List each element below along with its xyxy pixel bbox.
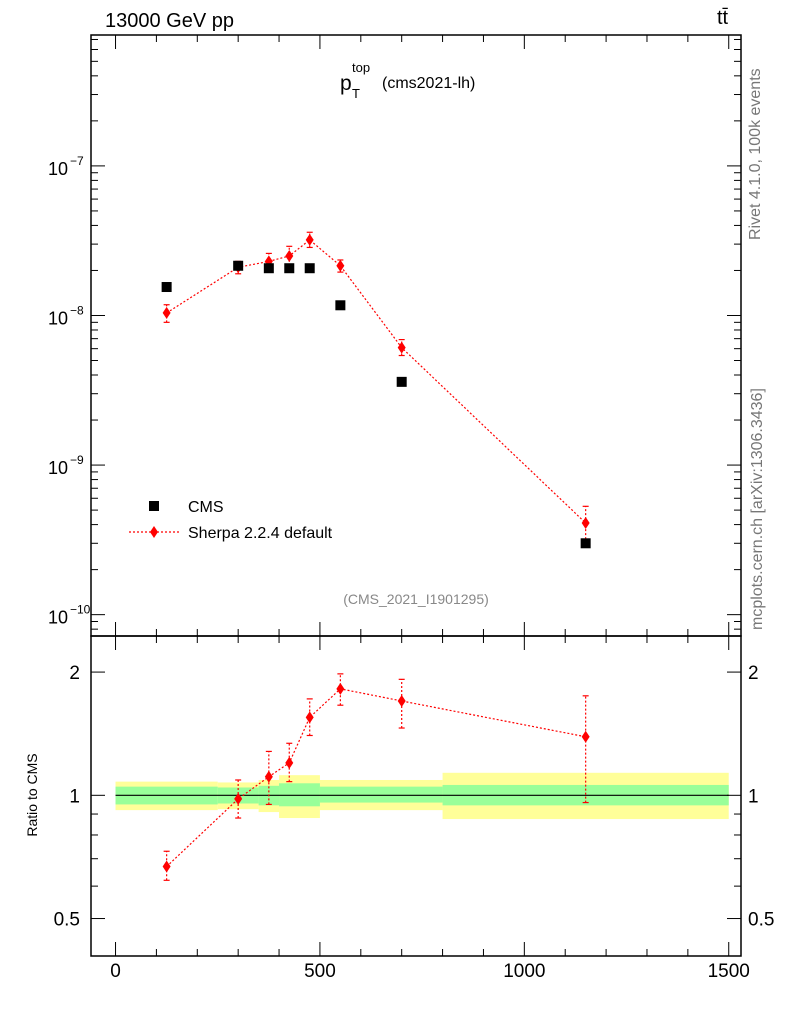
legend: CMS Sherpa 2.2.4 default — [129, 499, 333, 542]
title-rest: (cms2021-lh) — [382, 75, 475, 92]
band-inner-4 — [319, 786, 443, 803]
main-frame — [90, 34, 742, 637]
main-ytick-label: 10 — [48, 308, 68, 328]
ratio-ytick-label: 0.5 — [54, 910, 80, 931]
legend-cms-marker — [149, 501, 159, 511]
sherpa-point — [305, 233, 314, 246]
ratio-point — [285, 756, 294, 769]
analysis-label: (CMS_2021_I1901295) — [343, 591, 489, 607]
ratio-uncertainty-bands — [115, 772, 729, 820]
cms-point — [233, 260, 244, 271]
title-subscript: T — [352, 86, 360, 101]
main-ytick-exponent: −9 — [70, 453, 84, 467]
cms-point — [335, 300, 346, 311]
ratio-point — [264, 770, 273, 783]
sherpa-point — [336, 259, 345, 272]
xtick-label: 0 — [110, 961, 121, 982]
title-superscript: top — [352, 60, 370, 75]
ratio-ytick-label-right: 1 — [748, 786, 759, 807]
ratio-point — [305, 711, 314, 724]
cms-point — [304, 263, 315, 274]
legend-cms-label: CMS — [188, 499, 224, 516]
sherpa-point — [162, 306, 171, 319]
legend-mc-label: Sherpa 2.2.4 default — [188, 525, 333, 542]
main-ytick-exponent: −8 — [70, 303, 84, 317]
header-right: tt̄ — [717, 7, 729, 29]
sherpa-point — [397, 341, 406, 354]
ratio-point — [336, 682, 345, 695]
main-ytick-exponent: −10 — [70, 603, 91, 617]
xtick-label: 1000 — [503, 961, 545, 982]
cms-point — [396, 376, 407, 387]
main-ytick-label: 10 — [48, 608, 68, 628]
sherpa-line — [166, 239, 587, 524]
ratio-frame — [90, 635, 742, 957]
sherpa-point — [285, 249, 294, 262]
cms-point — [284, 263, 295, 274]
header-left: 13000 GeV pp — [105, 10, 234, 32]
main-ytick-exponent: −7 — [70, 154, 84, 168]
main-plot — [161, 231, 591, 549]
cms-point — [161, 282, 172, 293]
ratio-point — [397, 694, 406, 707]
ratio-ytick-label-right: 0.5 — [748, 910, 774, 931]
xtick-label: 500 — [304, 961, 336, 982]
ratio-ylabel: Ratio to CMS — [24, 753, 40, 836]
title-main: p — [340, 72, 352, 95]
ratio-point — [581, 730, 590, 743]
cms-point — [580, 538, 591, 549]
ratio-line — [166, 688, 586, 867]
ratio-point — [234, 792, 243, 805]
ratio-ytick-label: 2 — [69, 663, 80, 684]
ratio-ytick-label-right: 2 — [748, 663, 759, 684]
legend-mc-marker — [150, 526, 158, 538]
ratio-ytick-label: 1 — [69, 786, 80, 807]
cms-point — [263, 263, 274, 274]
sherpa-point — [581, 516, 590, 529]
main-ytick-label: 10 — [48, 458, 68, 478]
ratio-plot — [162, 673, 590, 881]
xtick-label: 1500 — [708, 961, 750, 982]
main-ytick-label: 10 — [48, 159, 68, 179]
ratio-point — [162, 860, 171, 873]
